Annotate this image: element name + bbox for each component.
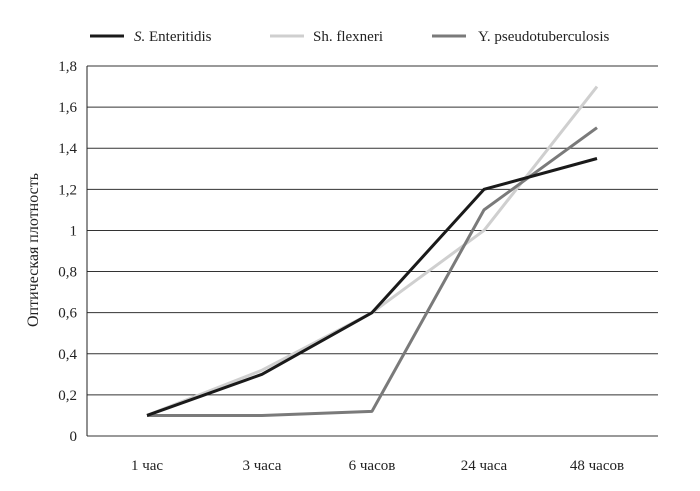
legend: S. Enteritidis Sh. flexneri Y. pseudotub… [90, 29, 610, 45]
y-tick-label: 1 [70, 223, 78, 239]
gridlines [87, 65, 658, 437]
y-tick-label: 0,2 [58, 388, 77, 404]
legend-label-y-pseudotuberculosis: Y. pseudotuberculosis [478, 29, 610, 45]
series-lines [146, 85, 599, 417]
legend-item-y-pseudotuberculosis: Y. pseudotuberculosis [432, 29, 610, 45]
x-tick-label: 3 часа [243, 458, 282, 474]
y-tick-label: 1,4 [58, 141, 77, 157]
legend-item-sh-flexneri: Sh. flexneri [270, 29, 383, 45]
legend-item-s-enteritidis: S. Enteritidis [90, 29, 212, 45]
x-axis-ticks: 1 час 3 часа 6 часов 24 часа 48 часов [131, 458, 624, 474]
y-tick-label: 1,2 [58, 182, 77, 198]
series-line-s-enteritidis [146, 157, 598, 417]
y-tick-label: 0,8 [58, 265, 77, 281]
series-line-y-pseudotuberculosis [147, 126, 598, 417]
y-tick-label: 0,4 [58, 347, 77, 363]
y-tick-label: 0,6 [58, 306, 77, 322]
x-tick-label: 1 час [131, 458, 163, 474]
x-tick-label: 6 часов [349, 458, 396, 474]
y-axis-ticks: 0 0,2 0,4 0,6 0,8 1 1,2 1,4 1,6 1,8 [58, 59, 77, 445]
y-axis-title: Оптическая плотность [25, 173, 42, 327]
legend-label-s-enteritidis-rest: Enteritidis [145, 29, 211, 45]
legend-label-s-enteritidis-prefix: S. [134, 29, 145, 45]
y-tick-label: 1,6 [58, 100, 77, 116]
legend-label-s-enteritidis: S. Enteritidis [134, 29, 212, 45]
x-tick-label: 48 часов [570, 458, 624, 474]
y-tick-label: 0 [70, 429, 78, 445]
x-tick-label: 24 часа [461, 458, 508, 474]
series-line-sh-flexneri [146, 85, 599, 417]
legend-label-sh-flexneri: Sh. flexneri [313, 29, 383, 45]
y-tick-label: 1,8 [58, 59, 77, 75]
